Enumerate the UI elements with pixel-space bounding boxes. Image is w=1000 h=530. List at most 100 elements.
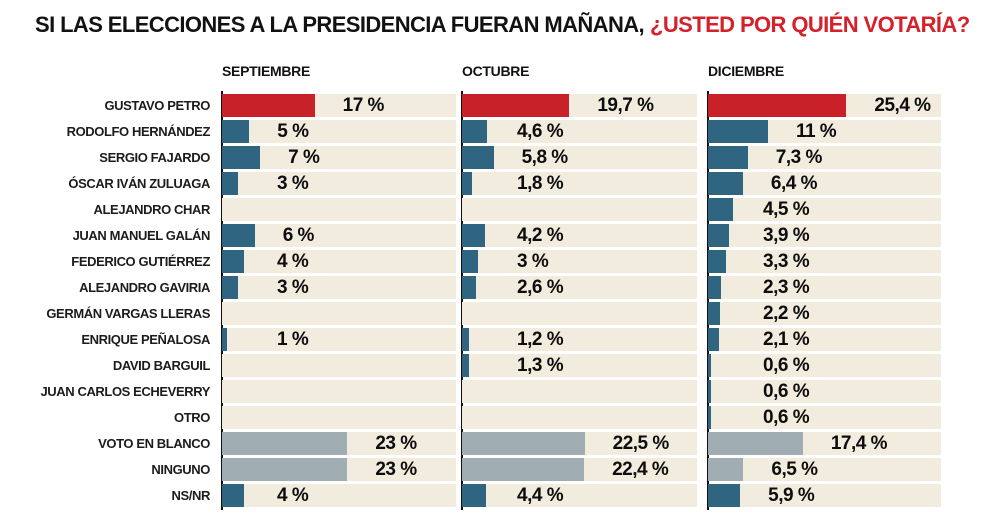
value-label: 4 % bbox=[277, 251, 309, 272]
row-track: 6 % bbox=[222, 224, 456, 247]
value-bar bbox=[708, 380, 712, 403]
value-bar bbox=[708, 458, 744, 481]
value-bar bbox=[222, 94, 315, 117]
value-label: 3 % bbox=[277, 277, 309, 298]
value-bar bbox=[222, 224, 255, 247]
row-track: 5,9 % bbox=[708, 484, 941, 507]
row-track: 0,6 % bbox=[708, 380, 941, 403]
row-track: 4,6 % bbox=[462, 120, 697, 143]
row-track: 6,5 % bbox=[708, 458, 941, 481]
value-label: 6,4 % bbox=[770, 173, 818, 194]
page-title: SI LAS ELECCIONES A LA PRESIDENCIA FUERA… bbox=[35, 12, 970, 38]
row-track: 7 % bbox=[222, 146, 456, 169]
row-track: 5,8 % bbox=[462, 146, 697, 169]
value-label: 19,7 % bbox=[597, 95, 654, 116]
row-track: 22,5 % bbox=[462, 432, 697, 455]
value-label: 5,8 % bbox=[521, 147, 569, 168]
chart-row: GERMÁN VARGAS LLERAS 2,2 % bbox=[0, 302, 1000, 325]
row-track: 17,4 % bbox=[708, 432, 941, 455]
value-label: 0,6 % bbox=[763, 407, 810, 428]
chart-row: NINGUNO 23 % 22,4 % 6,5 % bbox=[0, 458, 1000, 481]
chart-row: NS/NR 4 % 4,4 % 5,9 % bbox=[0, 484, 1000, 507]
value-bar bbox=[462, 224, 485, 247]
value-bar bbox=[222, 276, 239, 299]
value-label: 22,5 % bbox=[612, 433, 670, 454]
row-track: 1 % bbox=[222, 328, 456, 351]
row-track: 25,4 % bbox=[708, 94, 941, 117]
value-bar bbox=[708, 406, 712, 429]
candidate-label: NINGUNO bbox=[151, 462, 210, 477]
value-label: 1,2 % bbox=[517, 329, 564, 350]
row-track: 2,2 % bbox=[708, 302, 941, 325]
value-label: 5 % bbox=[277, 121, 309, 142]
row-track: 22,4 % bbox=[462, 458, 697, 481]
row-track: 7,3 % bbox=[708, 146, 941, 169]
row-track: 4,4 % bbox=[462, 484, 697, 507]
value-bar bbox=[222, 432, 348, 455]
chart-row: JUAN MANUEL GALÁN 6 % 4,2 % 3,9 % bbox=[0, 224, 1000, 247]
candidate-label: ENRIQUE PEÑALOSA bbox=[81, 332, 210, 347]
value-bar bbox=[708, 432, 803, 455]
value-label: 23 % bbox=[375, 459, 417, 480]
value-bar bbox=[222, 120, 250, 143]
value-label: 5,9 % bbox=[768, 485, 815, 506]
value-label: 4 % bbox=[277, 485, 309, 506]
row-track bbox=[222, 198, 456, 221]
value-bar bbox=[708, 250, 726, 273]
value-label: 3 % bbox=[517, 251, 549, 272]
value-bar bbox=[708, 146, 748, 169]
chart-row: OTRO 0,6 % bbox=[0, 406, 1000, 429]
axis-line bbox=[707, 91, 709, 510]
candidate-label: GUSTAVO PETRO bbox=[104, 98, 210, 113]
row-track bbox=[222, 354, 456, 377]
value-bar bbox=[462, 458, 585, 481]
value-label: 2,1 % bbox=[763, 329, 810, 350]
row-track: 11 % bbox=[708, 120, 941, 143]
row-track: 1,3 % bbox=[462, 354, 697, 377]
value-label: 7 % bbox=[288, 147, 320, 168]
chart-row: DAVID BARGUIL 1,3 % 0,6 % bbox=[0, 354, 1000, 377]
value-bar bbox=[462, 172, 472, 195]
row-track bbox=[462, 406, 697, 429]
value-label: 3,9 % bbox=[763, 225, 810, 246]
value-bar bbox=[708, 328, 720, 351]
chart-row: FEDERICO GUTIÉRREZ 4 % 3 % 3,3 % bbox=[0, 250, 1000, 273]
candidate-label: JUAN MANUEL GALÁN bbox=[72, 228, 211, 243]
column-header-septiembre: SEPTIEMBRE bbox=[222, 63, 311, 79]
candidate-label: ALEJANDRO GAVIRIA bbox=[79, 280, 210, 295]
candidate-label: VOTO EN BLANCO bbox=[98, 436, 210, 451]
value-label: 2,6 % bbox=[517, 277, 564, 298]
value-bar bbox=[462, 120, 488, 143]
value-bar bbox=[462, 432, 585, 455]
value-label: 6,5 % bbox=[771, 459, 818, 480]
value-bar bbox=[708, 302, 720, 325]
value-label: 1,3 % bbox=[517, 355, 564, 376]
value-label: 2,2 % bbox=[763, 303, 810, 324]
title-question-black: SI LAS ELECCIONES A LA PRESIDENCIA FUERA… bbox=[35, 12, 645, 37]
row-track: 5 % bbox=[222, 120, 456, 143]
row-track: 23 % bbox=[222, 432, 456, 455]
value-label: 25,4 % bbox=[874, 95, 931, 116]
chart-row: ÓSCAR IVÁN ZULUAGA 3 % 1,8 % 6,4 % bbox=[0, 172, 1000, 195]
candidate-label: RODOLFO HERNÁNDEZ bbox=[66, 124, 211, 139]
value-label: 3,3 % bbox=[763, 251, 810, 272]
row-track: 4,5 % bbox=[708, 198, 941, 221]
value-label: 3 % bbox=[277, 173, 309, 194]
value-label: 17,4 % bbox=[830, 433, 888, 454]
chart-row: GUSTAVO PETRO 17 % 19,7 % 25,4 % bbox=[0, 94, 1000, 117]
chart-row: RODOLFO HERNÁNDEZ 5 % 4,6 % 11 % bbox=[0, 120, 1000, 143]
candidate-label: ÓSCAR IVÁN ZULUAGA bbox=[68, 176, 210, 191]
row-track bbox=[222, 380, 456, 403]
row-track: 4 % bbox=[222, 250, 456, 273]
value-bar bbox=[462, 354, 470, 377]
chart-row: ENRIQUE PEÑALOSA 1 % 1,2 % 2,1 % bbox=[0, 328, 1000, 351]
value-bar bbox=[222, 328, 228, 351]
value-bar bbox=[708, 198, 733, 221]
value-label: 4,6 % bbox=[517, 121, 564, 142]
candidate-label: OTRO bbox=[174, 410, 210, 425]
value-label: 0,6 % bbox=[763, 381, 810, 402]
title-question-red: ¿USTED POR QUIÉN VOTARÍA? bbox=[650, 12, 970, 37]
row-track bbox=[222, 406, 456, 429]
value-bar bbox=[222, 250, 244, 273]
